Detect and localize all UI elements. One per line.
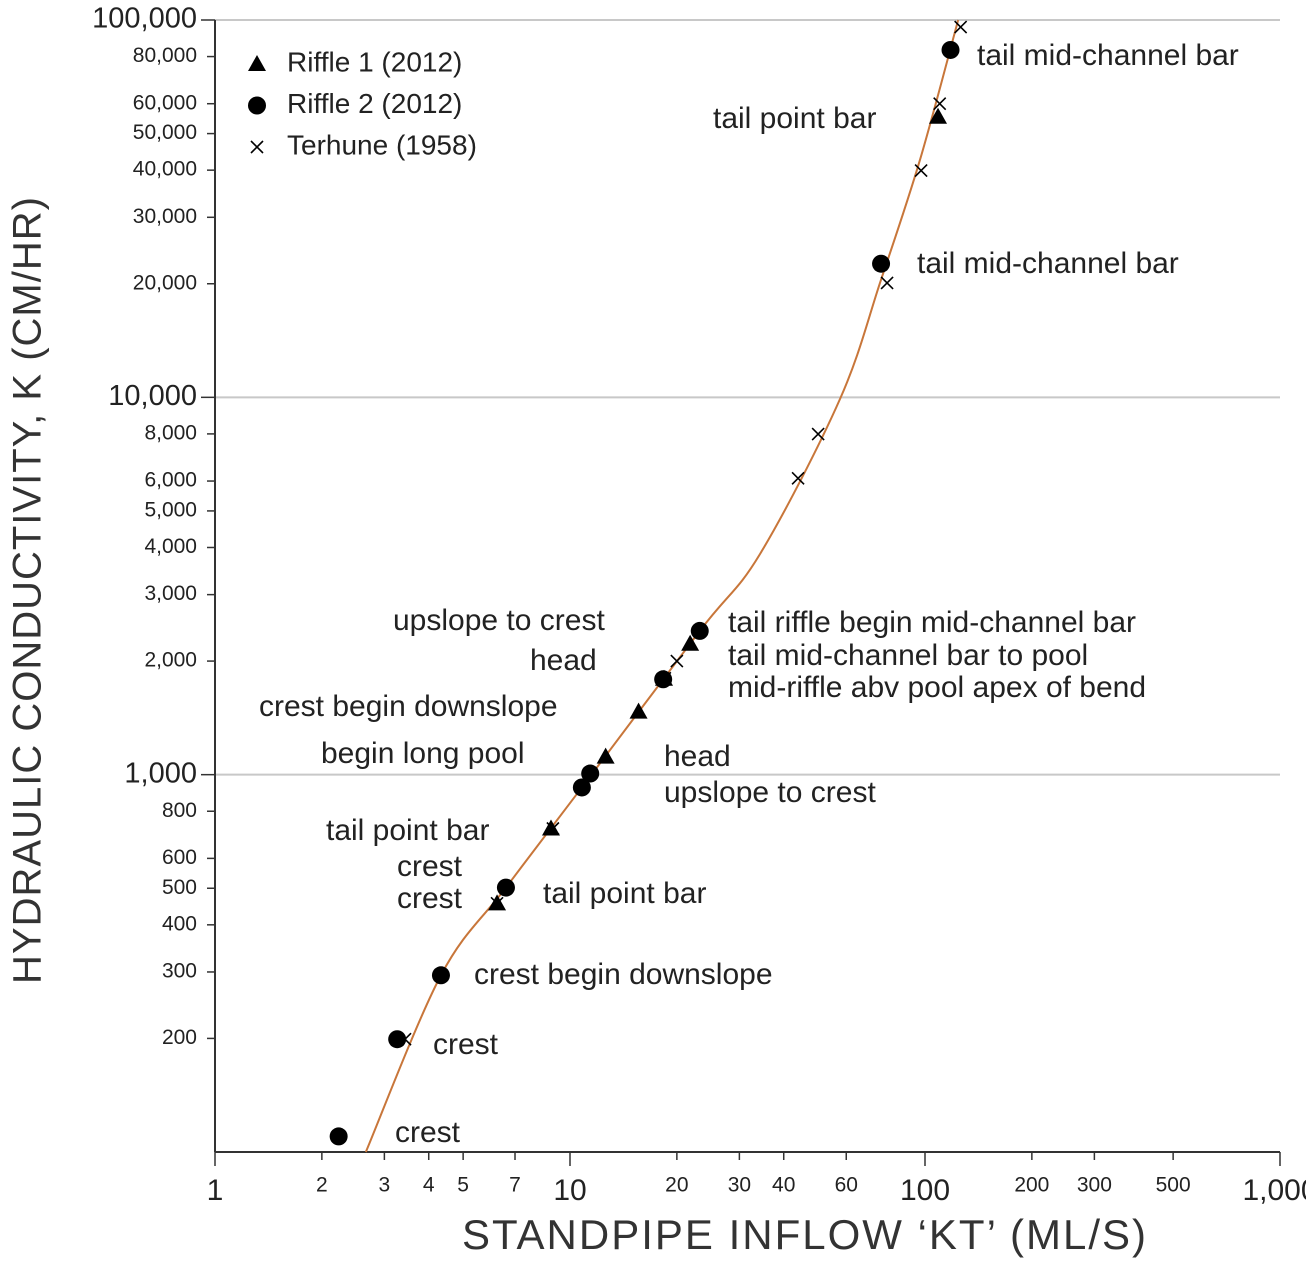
annotation: begin long pool: [321, 737, 525, 770]
x-tick-label: 10: [553, 1174, 586, 1207]
point: [872, 254, 891, 273]
annotation: mid-riffle abv pool apex of bend: [728, 671, 1146, 704]
y-tick-label: 3,000: [144, 582, 197, 605]
y-tick-label: 2,000: [144, 649, 197, 672]
point: [880, 276, 894, 290]
legend-marker: [248, 55, 266, 71]
x-tick-label: 1,000: [1242, 1174, 1306, 1207]
x-tick-label: 40: [772, 1174, 795, 1197]
annotation: head: [664, 740, 731, 773]
legend-marker: [248, 96, 266, 115]
y-axis-title: HYDRAULIC CONDUCTIVITY, K (CM/HR): [6, 196, 50, 984]
point: [572, 778, 591, 797]
point: [581, 764, 600, 783]
y-tick-label: 300: [162, 960, 197, 983]
point: [929, 107, 948, 124]
x-tick-label: 7: [509, 1174, 521, 1197]
x-tick-label: 500: [1156, 1174, 1191, 1197]
y-tick-label: 500: [162, 876, 197, 899]
point: [690, 621, 709, 640]
annotation: crest: [395, 1116, 461, 1149]
y-tick-label: 4,000: [144, 535, 197, 558]
annotation: tail riffle begin mid-channel bar: [728, 606, 1136, 639]
point: [811, 427, 825, 441]
y-tick-label: 10,000: [108, 380, 197, 412]
y-tick-label: 5,000: [144, 498, 197, 521]
x-tick-label: 5: [457, 1174, 469, 1197]
point: [791, 471, 805, 485]
x-tick-label: 100: [900, 1174, 950, 1207]
y-tick-label: 600: [162, 846, 197, 869]
y-tick-label: 200: [162, 1026, 197, 1049]
annotation: tail mid-channel bar: [917, 247, 1179, 280]
x-tick-label: 4: [423, 1174, 435, 1197]
annotation: tail mid-channel bar to pool: [728, 639, 1088, 672]
legend-label: Terhune (1958): [287, 129, 477, 160]
y-tick-label: 30,000: [133, 205, 197, 228]
point: [954, 20, 968, 34]
x-tick-label: 20: [665, 1174, 688, 1197]
legend-label: Riffle 1 (2012): [287, 46, 462, 77]
y-tick-label: 50,000: [133, 121, 197, 144]
annotation: crest begin downslope: [474, 958, 773, 991]
point: [496, 878, 515, 897]
annotation: tail mid-channel bar: [977, 39, 1239, 72]
point: [629, 702, 648, 719]
y-tick-label: 40,000: [133, 158, 197, 181]
annotation: crest begin downslope: [259, 690, 558, 723]
x-tick-label: 60: [835, 1174, 858, 1197]
x-tick-label: 200: [1014, 1174, 1049, 1197]
annotation: crest: [397, 850, 463, 883]
y-tick-label: 800: [162, 799, 197, 822]
x-tick-label: 30: [728, 1174, 751, 1197]
trend-line: [364, 19, 960, 1153]
x-tick-label: 300: [1077, 1174, 1112, 1197]
annotation: upslope to crest: [393, 604, 605, 637]
y-tick-label: 80,000: [133, 44, 197, 67]
legend-marker: [250, 140, 264, 154]
point: [914, 164, 928, 178]
annotation: tail point bar: [713, 102, 876, 135]
annotation: upslope to crest: [664, 776, 876, 809]
y-tick-label: 1,000: [124, 757, 197, 789]
y-tick-label: 100,000: [92, 3, 197, 35]
point: [670, 654, 684, 668]
point: [388, 1030, 407, 1049]
point: [398, 1032, 412, 1046]
point: [941, 40, 960, 59]
point: [490, 896, 504, 910]
x-tick-label: 1: [207, 1174, 224, 1207]
point: [329, 1127, 348, 1146]
y-tick-label: 8,000: [144, 421, 197, 444]
annotation: tail point bar: [326, 814, 489, 847]
annotation: crest: [397, 882, 463, 915]
y-tick-label: 400: [162, 912, 197, 935]
annotation: crest: [433, 1028, 499, 1061]
point: [546, 821, 560, 836]
point: [596, 747, 615, 764]
point: [681, 634, 700, 651]
y-tick-label: 6,000: [144, 469, 197, 492]
y-tick-label: 20,000: [133, 271, 197, 294]
point: [933, 97, 947, 111]
legend-label: Riffle 2 (2012): [287, 88, 462, 119]
annotation: tail point bar: [543, 877, 706, 910]
x-axis-title: STANDPIPE INFLOW ‘KT’ (ML/S): [462, 1211, 1148, 1258]
x-tick-label: 3: [379, 1174, 391, 1197]
y-tick-label: 60,000: [133, 91, 197, 114]
annotation: head: [530, 644, 597, 677]
point: [434, 968, 448, 982]
x-tick-label: 2: [316, 1174, 328, 1197]
point: [658, 671, 672, 685]
